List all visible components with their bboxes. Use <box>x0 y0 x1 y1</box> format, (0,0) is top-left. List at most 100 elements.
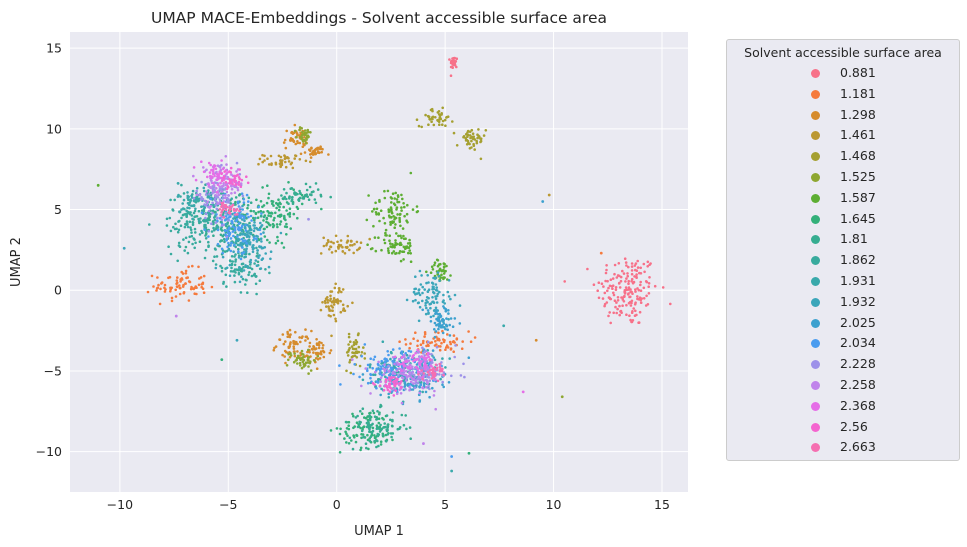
data-point <box>228 274 232 278</box>
data-point <box>233 176 237 180</box>
data-point <box>361 407 365 411</box>
data-point <box>175 279 179 282</box>
data-point <box>621 296 625 299</box>
data-point <box>592 283 596 287</box>
data-point <box>630 269 634 272</box>
data-point <box>214 266 218 270</box>
legend-swatch <box>811 401 820 411</box>
data-point <box>330 290 334 293</box>
data-point <box>624 286 628 289</box>
data-point <box>194 215 197 218</box>
data-point <box>379 376 383 380</box>
data-point <box>634 309 637 313</box>
data-point <box>291 166 295 170</box>
data-point <box>398 216 401 220</box>
data-point <box>233 243 236 246</box>
legend-swatch <box>811 152 820 162</box>
data-point <box>287 202 290 205</box>
data-point <box>425 306 428 310</box>
series-1.298 <box>272 123 333 371</box>
data-point <box>366 415 369 418</box>
data-point <box>639 289 643 293</box>
data-point <box>272 218 276 222</box>
data-point <box>238 266 241 270</box>
data-point <box>408 354 412 358</box>
data-point <box>187 265 190 269</box>
data-point <box>615 276 619 279</box>
data-point <box>198 240 202 243</box>
data-point <box>442 338 445 341</box>
data-point <box>329 349 333 352</box>
data-point <box>383 425 387 429</box>
legend-swatch <box>811 193 820 203</box>
data-point <box>375 380 379 383</box>
data-point <box>232 209 236 212</box>
data-point <box>237 183 241 186</box>
data-point <box>408 426 412 429</box>
data-point <box>302 142 305 146</box>
data-point <box>248 252 251 256</box>
data-point <box>388 390 392 393</box>
data-point <box>237 272 241 276</box>
data-point <box>447 312 450 315</box>
data-point <box>204 223 207 227</box>
data-point <box>429 306 432 310</box>
data-point <box>272 224 276 227</box>
legend-label: 2.228 <box>840 356 876 372</box>
data-point <box>381 340 385 344</box>
data-point <box>315 338 318 341</box>
data-point <box>224 180 228 184</box>
data-point <box>615 301 618 304</box>
data-point <box>444 348 447 352</box>
data-point <box>215 213 218 216</box>
data-point <box>468 134 472 137</box>
data-point <box>215 207 219 211</box>
data-point <box>351 447 355 451</box>
data-point <box>441 123 444 126</box>
data-point <box>329 245 332 248</box>
data-point <box>173 198 176 202</box>
data-point <box>458 304 462 307</box>
data-point <box>203 256 207 260</box>
data-point <box>349 244 352 247</box>
data-point <box>298 141 302 145</box>
data-point <box>220 211 223 214</box>
data-point <box>421 346 424 350</box>
data-point <box>423 335 426 338</box>
legend-item: 1.461 <box>811 126 951 146</box>
data-point <box>170 296 174 300</box>
data-point <box>255 292 258 296</box>
data-point <box>268 271 271 275</box>
outlier-point <box>422 442 425 445</box>
data-point <box>346 434 349 438</box>
data-point <box>257 256 260 260</box>
data-point <box>372 411 376 415</box>
data-point <box>379 380 383 384</box>
data-point <box>469 340 473 344</box>
data-point <box>448 334 452 337</box>
legend-label: 1.862 <box>840 252 876 268</box>
data-point <box>259 214 263 218</box>
outlier-point <box>541 200 545 203</box>
data-point <box>396 427 400 431</box>
data-point <box>373 383 376 386</box>
data-point <box>266 157 269 160</box>
data-point <box>415 205 419 208</box>
data-point <box>371 409 375 413</box>
data-point <box>307 198 311 201</box>
data-point <box>270 162 273 165</box>
data-point <box>283 214 286 218</box>
data-point <box>339 244 343 247</box>
data-point <box>378 384 382 388</box>
data-point <box>274 162 278 166</box>
data-point <box>286 213 290 216</box>
data-point <box>240 229 244 233</box>
data-point <box>629 304 633 307</box>
data-point <box>266 184 269 187</box>
data-point <box>348 346 351 350</box>
data-point <box>200 205 203 208</box>
data-point <box>452 334 456 337</box>
data-point <box>423 350 427 354</box>
data-point <box>286 330 289 334</box>
data-point <box>412 382 415 385</box>
